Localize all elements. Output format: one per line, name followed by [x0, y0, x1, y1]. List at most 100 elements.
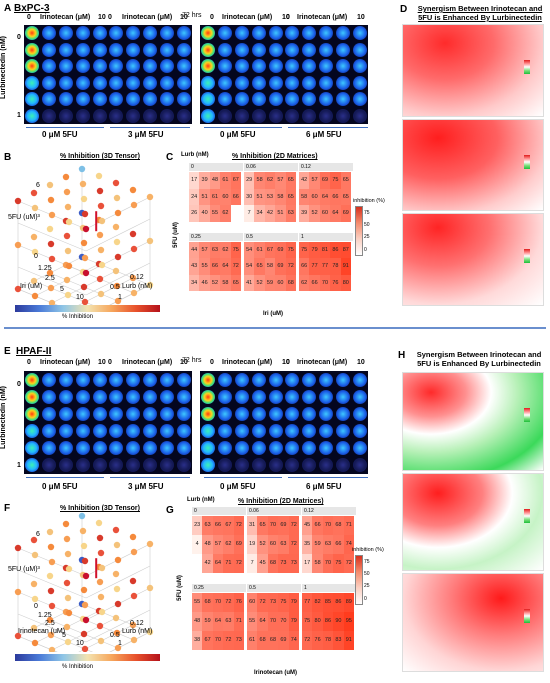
tensor-iri-tick: 1.25 — [38, 612, 52, 619]
tensor-point — [114, 644, 122, 652]
facet-header: 0.25 — [192, 584, 246, 592]
tensor-point — [96, 275, 104, 283]
plate-well — [42, 26, 57, 41]
heatmap-cell: 59 — [202, 612, 213, 631]
tensor-5fu-axis: 5FU (uM)³ — [8, 566, 40, 573]
facet-header: 0.5 — [247, 584, 301, 592]
tick-1: 1 — [17, 112, 21, 119]
condition-label: 0 μM 5FU — [220, 482, 256, 491]
tensor-iri-axis: Iri (uM) — [20, 283, 43, 290]
plate-well — [92, 372, 107, 387]
condition-label: 6 μM 5FU — [306, 130, 342, 139]
heatmap-cell: 76 — [312, 631, 323, 650]
plate-well — [235, 26, 249, 41]
heatmap-cell: 66 — [309, 274, 320, 291]
plate-well — [251, 458, 266, 473]
synergy-plot — [402, 372, 544, 471]
synergy-plots — [398, 372, 548, 680]
tensor-point — [48, 558, 56, 566]
tensor-point — [63, 579, 71, 587]
tensor-point — [114, 209, 122, 217]
heatmap-cell: 64 — [212, 554, 224, 573]
plate-well — [176, 108, 191, 123]
tensor-iri-tick: 10 — [76, 294, 84, 301]
plate-well — [201, 458, 216, 473]
tensor-point — [14, 285, 22, 293]
heatmap-grid: 0 23 63 66 67 72 4 48 57 62 69 42 64 71 72 0.06 31 65 70 69… — [184, 507, 356, 667]
plate-well — [126, 424, 141, 439]
tensor-tick-0: 0 — [34, 603, 38, 610]
colorbar — [15, 654, 160, 661]
heatmap-cell: 58 — [299, 188, 310, 205]
plate-well — [126, 441, 141, 456]
heatmap-cell: 55 — [199, 258, 210, 275]
heatmap-cell: 66 — [212, 516, 224, 535]
plate-well — [159, 458, 174, 473]
heatmap-cell: 65 — [230, 274, 241, 291]
tensor-point — [113, 282, 121, 290]
plate-well — [251, 26, 266, 41]
plate-well — [176, 441, 191, 456]
plate-well — [218, 424, 233, 439]
plate-well — [201, 406, 216, 421]
irinotecan-axis-label: Irinotecan (μM) — [122, 14, 173, 21]
heatmap-cell: 58 — [264, 258, 276, 275]
plate-well — [176, 372, 191, 387]
heatmap-cell: 54 — [244, 241, 255, 258]
tensor-point — [79, 180, 87, 188]
well-plate — [24, 371, 192, 474]
heatmap-xlabel: Irinotecan (uM) — [254, 670, 297, 676]
tensor-point — [97, 593, 105, 601]
plate-well — [109, 458, 124, 473]
tensor-point — [96, 622, 104, 630]
plate-well — [25, 75, 40, 90]
plate-well — [352, 75, 367, 90]
plate-well — [176, 75, 191, 90]
tensor-point — [98, 261, 106, 269]
tensor-point — [62, 173, 70, 181]
plate-well — [201, 59, 216, 74]
tensor-tick-6: 6 — [36, 531, 40, 538]
heatmap-cell: 57 — [212, 535, 224, 554]
heatmap-cell: 39 — [199, 172, 210, 189]
plate-well — [302, 389, 317, 404]
plate-well — [218, 108, 233, 123]
plate-well — [285, 372, 300, 387]
heatmap-cell: 68 — [267, 631, 279, 650]
plate-well — [302, 92, 317, 107]
tensor-point — [64, 247, 72, 255]
synergy-plot — [402, 573, 544, 672]
tensor-point — [113, 585, 121, 593]
facet-header: 0.06 — [244, 163, 298, 171]
tensor-point — [47, 631, 55, 639]
synergy-plots — [398, 24, 548, 314]
heatmap-cell: 68 — [333, 516, 344, 535]
plate-well — [285, 42, 300, 57]
heatmap-cell: 61 — [254, 241, 265, 258]
plate-well — [59, 59, 73, 74]
tensor-point — [112, 570, 120, 578]
heatmap-cell: 60 — [220, 188, 231, 205]
tensor-point — [112, 614, 120, 622]
plate-well — [218, 406, 233, 421]
heatmap-cell: 85 — [322, 593, 334, 612]
heatmap-cell: 75 — [330, 172, 341, 189]
plate-well — [42, 389, 57, 404]
facet-header: 0.12 — [299, 163, 353, 171]
plate-well — [352, 441, 367, 456]
tensor-point — [80, 586, 88, 594]
plate-well — [302, 372, 317, 387]
tick-0: 0 — [17, 34, 21, 41]
heatmap-cell: 69 — [233, 535, 244, 554]
irinotecan-axis-label: Irinotecan (μM) — [297, 359, 348, 366]
plate-well — [159, 406, 174, 421]
heatmap-cell: 7 — [244, 205, 255, 222]
plate-well — [218, 389, 233, 404]
heatmap-cell: 53 — [264, 188, 276, 205]
plate-well — [285, 406, 300, 421]
heatmap-cell: 69 — [275, 241, 286, 258]
heatmap-cell: 69 — [340, 205, 351, 222]
plate-well — [234, 372, 250, 387]
synergy-plot — [402, 213, 544, 306]
tensor-lurb-tick: 1 — [118, 294, 122, 301]
